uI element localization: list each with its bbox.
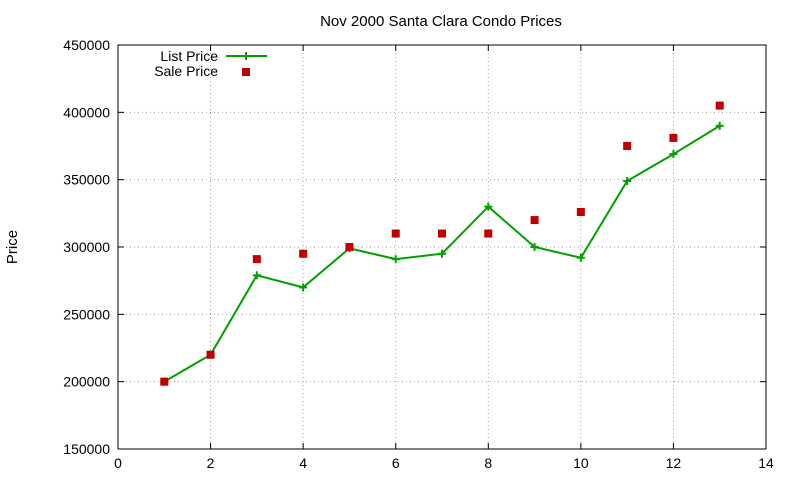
legend: List Price Sale Price xyxy=(154,48,267,79)
x-tick-label: 14 xyxy=(758,455,774,471)
data-point xyxy=(530,243,539,251)
y-tick-label: 300000 xyxy=(63,239,110,255)
series-2 xyxy=(160,101,724,386)
data-point xyxy=(484,229,493,238)
data-point xyxy=(669,150,678,159)
y-tick-label: 400000 xyxy=(63,104,110,120)
data-point xyxy=(206,350,215,359)
y-tick-label: 200000 xyxy=(63,374,110,390)
x-tick-label: 12 xyxy=(666,455,682,471)
x-tick-label: 6 xyxy=(392,455,400,471)
data-point xyxy=(623,177,632,186)
data-point xyxy=(252,255,261,264)
x-tick-label: 4 xyxy=(299,455,307,471)
data-point xyxy=(576,207,585,216)
legend-marker-sale-price xyxy=(242,68,250,76)
data-point xyxy=(576,253,585,262)
legend-label-list-price: List Price xyxy=(160,48,218,64)
legend-label-sale-price: Sale Price xyxy=(154,63,218,79)
y-tick-label: 350000 xyxy=(63,172,110,188)
data-point xyxy=(623,142,632,150)
x-tick-label: 2 xyxy=(207,455,215,471)
data-point xyxy=(160,377,169,386)
data-point xyxy=(484,202,493,211)
data-point xyxy=(715,101,724,110)
data-point xyxy=(299,249,308,258)
data-point xyxy=(669,133,678,142)
axis-ticks: 0 2 4 6 8 10 12 14 150000 200000 250000 300000 35000… xyxy=(63,37,774,471)
x-tick-label: 10 xyxy=(573,455,589,471)
data-point xyxy=(252,271,261,280)
data-point xyxy=(299,283,308,292)
x-tick-label: 0 xyxy=(114,455,122,471)
y-tick-label: 250000 xyxy=(63,306,110,322)
y-axis-label: Price xyxy=(4,230,21,264)
data-point xyxy=(715,121,724,130)
chart-title: Nov 2000 Santa Clara Condo Prices xyxy=(320,13,562,30)
data-point xyxy=(391,255,400,264)
series-1 xyxy=(160,121,724,386)
legend-marker-list-price xyxy=(242,52,250,60)
series-layer xyxy=(160,101,724,386)
data-point xyxy=(438,229,446,238)
plot-frame xyxy=(117,44,767,450)
x-tick-label: 8 xyxy=(484,455,492,471)
y-tick-label: 450000 xyxy=(63,37,110,53)
data-point xyxy=(391,229,400,238)
y-tick-label: 150000 xyxy=(63,441,110,457)
data-point xyxy=(345,243,354,251)
grid xyxy=(118,45,766,449)
data-point xyxy=(438,249,446,258)
data-point xyxy=(530,216,539,225)
